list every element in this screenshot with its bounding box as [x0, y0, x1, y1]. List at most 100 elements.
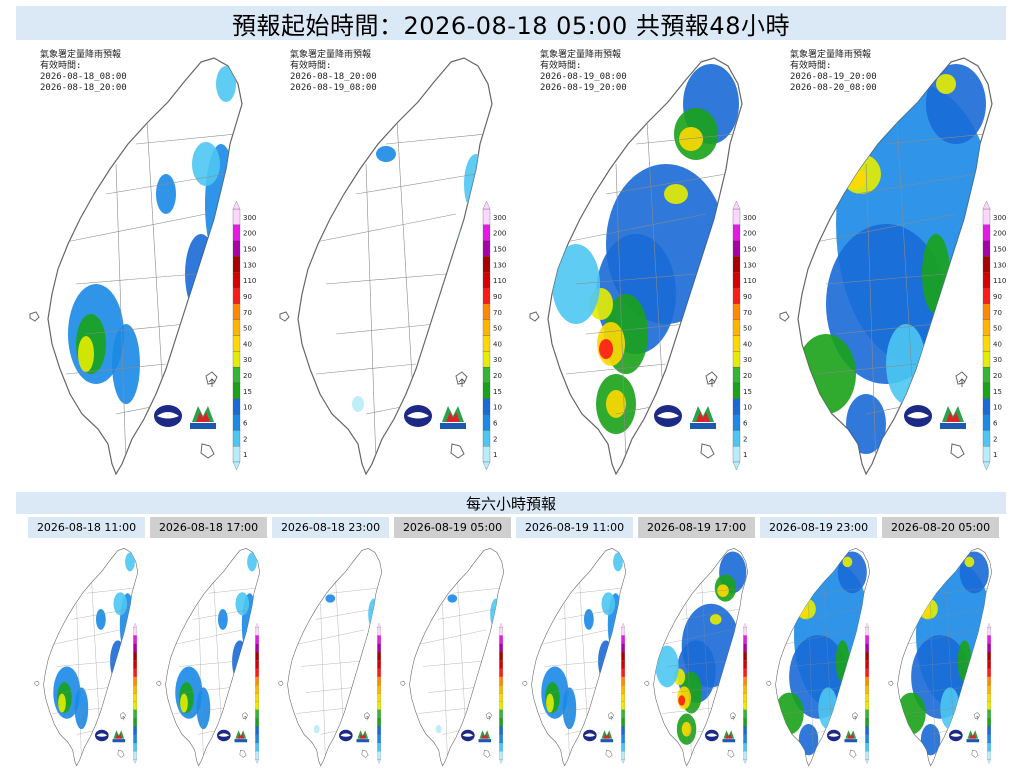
legend-swatch	[232, 272, 241, 289]
legend-swatch	[987, 651, 991, 661]
map-valid-start: 2026-08-19_20:00	[790, 72, 877, 82]
small-map-panel-8[interactable]: 2026-08-20 05:00	[882, 517, 1001, 772]
rainfall-patch	[232, 640, 248, 683]
legend-arrow	[743, 759, 747, 764]
island-outline	[279, 311, 290, 322]
island-outline	[483, 749, 491, 758]
legend-swatch	[499, 742, 503, 752]
legend-swatch	[499, 627, 503, 636]
cwa-logo-icon	[827, 729, 841, 742]
legend-level-label: 300	[243, 214, 256, 222]
big-map-panel-4[interactable]: 300 200 150 130 110 90 70 50 40 30 20 15 10 6 2 1 氣象署定量…	[766, 44, 1011, 484]
small-map-panel-2[interactable]: 2026-08-18 17:00	[150, 517, 269, 772]
rainfall-patch	[180, 693, 188, 713]
map-caption: 氣象署定量降雨預報 有效時間: 2026-08-18_08:00 2026-08…	[40, 50, 127, 94]
ncdr-wordmark-bar	[940, 423, 966, 429]
map-caption: 氣象署定量降雨預報 有效時間: 2026-08-19_08:00 2026-08…	[540, 50, 627, 94]
legend-swatch	[255, 676, 259, 686]
legend-level-label: 1	[743, 451, 747, 459]
island-outline	[450, 443, 465, 459]
legend-swatch	[499, 709, 503, 719]
legend-swatch	[499, 751, 503, 760]
legend-swatch	[982, 398, 991, 415]
legend-swatch	[987, 693, 991, 702]
small-map-panel-5[interactable]: 2026-08-19 11:00	[516, 517, 635, 772]
legend-arrow	[743, 622, 747, 628]
legend-swatch	[232, 287, 241, 305]
small-map-panel-7[interactable]: 2026-08-19 23:00	[760, 517, 879, 772]
legend-swatch	[743, 726, 747, 735]
legend-level-label: 40	[243, 340, 252, 348]
rainfall-patch	[376, 146, 396, 162]
island-outline	[766, 680, 772, 687]
legend-swatch	[255, 718, 259, 727]
county-boundaries	[413, 572, 501, 761]
legend-swatch	[982, 414, 991, 431]
legend-swatch	[255, 701, 259, 710]
rainfall-patch	[686, 324, 726, 404]
island-outline	[400, 680, 406, 687]
ncdr-logo-icon	[112, 730, 126, 743]
cwa-logo-icon	[654, 405, 682, 427]
legend-swatch	[987, 685, 991, 694]
legend-swatch	[743, 718, 747, 727]
forecast-header: 預報起始時間：2026-08-18 05:00 共預報48小時	[16, 6, 1006, 40]
legend-swatch	[987, 701, 991, 710]
legend-swatch	[987, 643, 991, 653]
legend-swatch	[865, 627, 869, 636]
legend-swatch	[621, 718, 625, 727]
legend-arrow	[377, 622, 381, 628]
rainfall-color-legend	[377, 622, 381, 764]
legend-level-label: 2	[993, 435, 997, 443]
legend-swatch	[743, 676, 747, 686]
cwa-logo-icon	[904, 405, 932, 427]
ncdr-wordmark-bar	[356, 739, 370, 743]
legend-swatch	[621, 668, 625, 677]
legend-level-label: 2	[493, 435, 497, 443]
legend-level-label: 1	[243, 451, 247, 459]
legend-swatch	[743, 693, 747, 702]
map-agency-label: 氣象署定量降雨預報	[790, 50, 872, 60]
north-arrow-icon	[853, 715, 857, 721]
legend-swatch	[732, 256, 741, 273]
legend-level-label: 300	[743, 214, 756, 222]
big-map-panel-2[interactable]: 300 200 150 130 110 90 70 50 40 30 20 15 10 6 2 1 氣象署定量…	[266, 44, 511, 484]
island-outline	[730, 712, 736, 720]
legend-swatch	[982, 335, 991, 352]
legend-swatch	[499, 701, 503, 710]
rainfall-patch	[235, 592, 250, 616]
legend-level-label: 70	[493, 309, 502, 317]
legend-swatch	[482, 224, 491, 241]
big-map-panel-3[interactable]: 300 200 150 130 110 90 70 50 40 30 20 15 10 6 2 1 氣象署定量…	[516, 44, 761, 484]
island-outline	[364, 712, 370, 720]
small-map-panel-6[interactable]: 2026-08-19 17:00	[638, 517, 757, 772]
rainfall-patch	[798, 334, 856, 414]
cwa-logo-icon	[404, 405, 432, 427]
legend-swatch	[499, 685, 503, 694]
legend-swatch	[133, 651, 137, 661]
legend-swatch	[377, 734, 381, 744]
ncdr-wordmark-bar	[690, 423, 716, 429]
small-map-panel-1[interactable]: 2026-08-18 11:00	[28, 517, 147, 772]
legend-swatch	[232, 224, 241, 241]
ncdr-logo-icon	[690, 406, 716, 429]
legend-swatch	[743, 751, 747, 760]
island-outline	[156, 680, 162, 687]
legend-swatch	[482, 366, 491, 384]
island-outline	[455, 371, 468, 385]
rainfall-patch	[798, 723, 819, 756]
small-map-panel-4[interactable]: 2026-08-19 05:00	[394, 517, 513, 772]
big-map-panel-1[interactable]: 300 200 150 130 110 90 70 50 40 30 20 15 10 6 2 1 氣象署定量…	[16, 44, 261, 484]
small-map-time-label: 2026-08-19 05:00	[394, 517, 511, 538]
ncdr-wordmark-bar	[844, 739, 858, 743]
north-arrow-icon	[243, 715, 247, 721]
island-outline	[727, 749, 735, 758]
legend-swatch	[982, 446, 991, 463]
north-arrow-icon	[121, 715, 125, 721]
legend-swatch	[621, 651, 625, 661]
legend-swatch	[865, 709, 869, 719]
legend-level-label: 70	[243, 309, 252, 317]
small-map-panel-3[interactable]: 2026-08-18 23:00	[272, 517, 391, 772]
legend-swatch	[987, 726, 991, 735]
legend-level-label: 10	[993, 404, 1002, 412]
